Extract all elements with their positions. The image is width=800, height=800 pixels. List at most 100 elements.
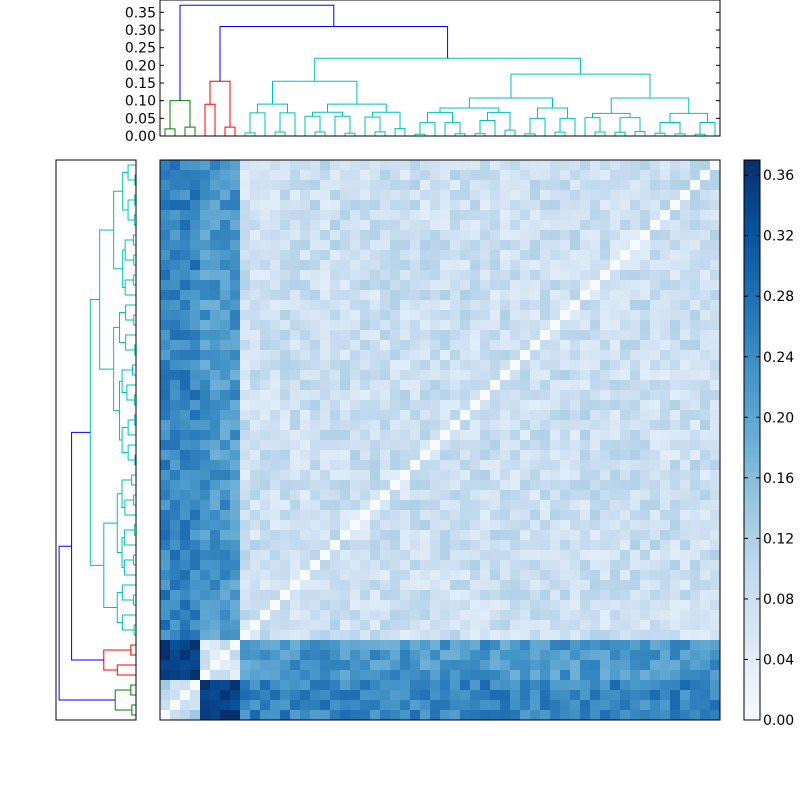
heatmap-cell	[330, 250, 341, 261]
heatmap-cell	[200, 170, 211, 181]
heatmap-cell	[370, 350, 381, 361]
heatmap-cell	[160, 540, 171, 551]
heatmap-cell	[180, 660, 191, 671]
heatmap-cell	[710, 440, 721, 451]
heatmap-cell	[530, 320, 541, 331]
colorbar-tick-label: 0.24	[763, 350, 794, 366]
heatmap-cell	[590, 380, 601, 391]
heatmap-cell	[280, 270, 291, 281]
heatmap-cell	[210, 420, 221, 431]
heatmap-cell	[210, 240, 221, 251]
heatmap-cell	[310, 240, 321, 251]
heatmap-cell	[640, 480, 651, 491]
heatmap-cell	[590, 200, 601, 211]
heatmap-cell	[360, 680, 371, 691]
heatmap-cell	[300, 510, 311, 521]
heatmap-cell	[460, 350, 471, 361]
heatmap-cell	[260, 570, 271, 581]
heatmap-cell	[240, 210, 251, 221]
heatmap-cell	[180, 380, 191, 391]
heatmap-cell	[230, 520, 241, 531]
heatmap-cell	[360, 250, 371, 261]
heatmap-cell	[220, 270, 231, 281]
heatmap-cell	[460, 590, 471, 601]
heatmap-cell	[470, 380, 481, 391]
heatmap-cell	[590, 330, 601, 341]
heatmap-cell	[440, 280, 451, 291]
heatmap-cell	[700, 580, 711, 591]
heatmap-cell	[520, 530, 531, 541]
heatmap-cell	[440, 440, 451, 451]
heatmap-cell	[710, 560, 721, 571]
heatmap-cell	[550, 650, 561, 661]
heatmap-cell	[390, 610, 401, 621]
colorbar-ticks: 0.000.040.080.120.160.200.240.280.320.36	[744, 168, 794, 729]
heatmap-cell	[170, 610, 181, 621]
heatmap-cell	[480, 390, 491, 401]
heatmap-cell	[560, 360, 571, 371]
heatmap-cell	[450, 590, 461, 601]
heatmap-cell	[400, 290, 411, 301]
heatmap-cell	[200, 550, 211, 561]
heatmap-cell	[510, 210, 521, 221]
heatmap-cell	[520, 560, 531, 571]
heatmap-cell	[420, 370, 431, 381]
heatmap-cell	[300, 680, 311, 691]
heatmap-cell	[420, 690, 431, 701]
heatmap-cell	[620, 340, 631, 351]
heatmap-cell	[300, 350, 311, 361]
heatmap-cell	[250, 220, 261, 231]
top-dendrogram-tick-label: 0.15	[125, 76, 156, 92]
heatmap-cell	[620, 280, 631, 291]
heatmap-cell	[640, 410, 651, 421]
heatmap-cell	[290, 260, 301, 271]
heatmap-cell	[630, 180, 641, 191]
heatmap-cell	[360, 470, 371, 481]
heatmap-cell	[250, 200, 261, 211]
heatmap-cell	[470, 620, 481, 631]
heatmap-cell	[360, 490, 371, 501]
heatmap-cell	[420, 410, 431, 421]
heatmap-cell	[450, 680, 461, 691]
heatmap-cell	[620, 510, 631, 521]
heatmap-cell	[310, 180, 321, 191]
heatmap-cell	[320, 530, 331, 541]
heatmap-cell	[250, 190, 261, 201]
heatmap-cell	[340, 470, 351, 481]
heatmap-cell	[630, 590, 641, 601]
heatmap-cell	[360, 380, 371, 391]
heatmap-cell	[510, 160, 521, 171]
heatmap-cell	[650, 400, 661, 411]
heatmap-cell	[390, 670, 401, 681]
heatmap-cell	[530, 690, 541, 701]
heatmap-cell	[540, 220, 551, 231]
heatmap-cell	[370, 560, 381, 571]
heatmap-cell	[650, 590, 661, 601]
heatmap-cell	[670, 560, 681, 571]
heatmap-cell	[640, 310, 651, 321]
heatmap-cell	[680, 290, 691, 301]
heatmap-cell	[650, 180, 661, 191]
heatmap-cell	[340, 660, 351, 671]
heatmap-cell	[680, 380, 691, 391]
heatmap-cell	[650, 430, 661, 441]
heatmap-cell	[240, 280, 251, 291]
heatmap-cell	[580, 290, 591, 301]
heatmap-cell	[200, 240, 211, 251]
heatmap-cell	[160, 420, 171, 431]
heatmap-cell	[530, 700, 541, 711]
heatmap-cell	[680, 420, 691, 431]
heatmap-cell	[390, 510, 401, 521]
heatmap-cell	[700, 430, 711, 441]
heatmap-cell	[320, 320, 331, 331]
heatmap-cell	[590, 220, 601, 231]
heatmap-cell	[360, 500, 371, 511]
heatmap-cell	[190, 480, 201, 491]
heatmap-cell	[670, 450, 681, 461]
heatmap-cell	[400, 300, 411, 311]
heatmap-cell	[590, 420, 601, 431]
heatmap-cell	[290, 280, 301, 291]
heatmap-cell	[520, 590, 531, 601]
heatmap-cell	[440, 670, 451, 681]
heatmap-cell	[590, 270, 601, 281]
